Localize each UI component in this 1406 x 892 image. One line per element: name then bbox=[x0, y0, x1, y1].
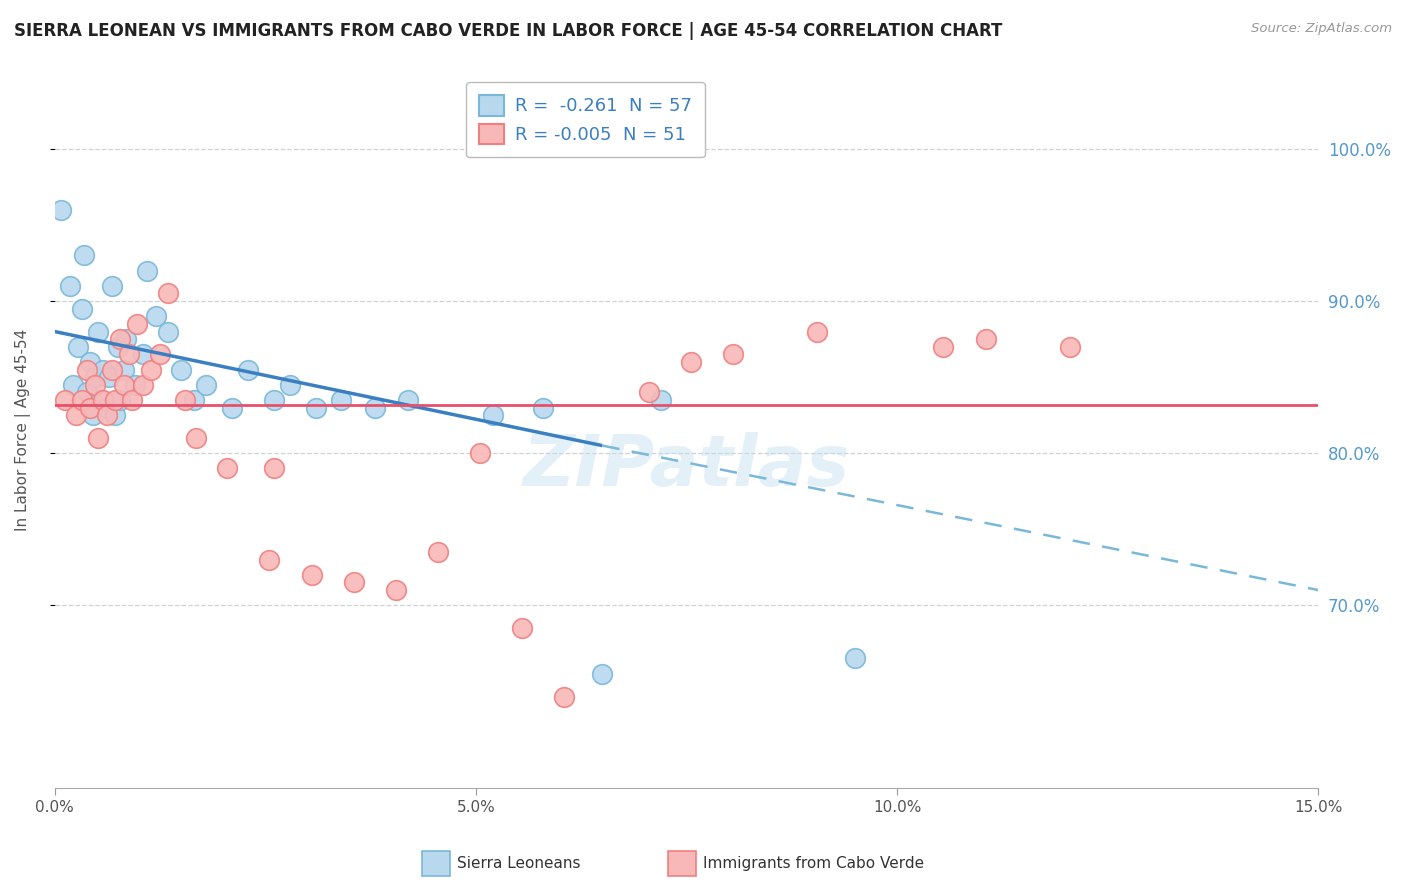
Point bbox=[174, 392, 197, 407]
Point bbox=[98, 370, 121, 384]
Point bbox=[118, 347, 141, 361]
Point bbox=[170, 362, 193, 376]
Text: ZIPatlas: ZIPatlas bbox=[523, 432, 851, 500]
Point bbox=[301, 567, 323, 582]
Point bbox=[385, 582, 408, 597]
Point bbox=[259, 552, 281, 566]
Point bbox=[110, 392, 132, 407]
Point bbox=[53, 392, 76, 407]
Point bbox=[76, 362, 98, 376]
Point bbox=[59, 279, 82, 293]
Point bbox=[84, 370, 107, 384]
Text: Sierra Leoneans: Sierra Leoneans bbox=[457, 856, 581, 871]
Point bbox=[110, 332, 132, 346]
Point bbox=[263, 392, 285, 407]
Point bbox=[51, 202, 73, 217]
Point bbox=[510, 621, 533, 635]
Point bbox=[426, 545, 449, 559]
Text: SIERRA LEONEAN VS IMMIGRANTS FROM CABO VERDE IN LABOR FORCE | AGE 45-54 CORRELAT: SIERRA LEONEAN VS IMMIGRANTS FROM CABO V… bbox=[14, 22, 1002, 40]
Point bbox=[90, 392, 112, 407]
Point bbox=[101, 362, 124, 376]
Point bbox=[157, 286, 180, 301]
Point bbox=[974, 332, 997, 346]
Point bbox=[1059, 340, 1081, 354]
Legend: R =  -0.261  N = 57, R = -0.005  N = 51: R = -0.261 N = 57, R = -0.005 N = 51 bbox=[467, 82, 704, 157]
Point bbox=[396, 392, 419, 407]
Text: Immigrants from Cabo Verde: Immigrants from Cabo Verde bbox=[703, 856, 924, 871]
Point bbox=[101, 279, 124, 293]
Point bbox=[157, 325, 180, 339]
Point bbox=[145, 310, 167, 324]
Point bbox=[136, 263, 159, 277]
Point bbox=[96, 401, 118, 415]
Point bbox=[124, 377, 146, 392]
Point bbox=[343, 575, 366, 590]
Point bbox=[637, 385, 659, 400]
Point bbox=[115, 332, 138, 346]
Point bbox=[531, 401, 554, 415]
Point bbox=[132, 377, 155, 392]
Point bbox=[217, 461, 239, 475]
Point bbox=[650, 392, 672, 407]
Point bbox=[721, 347, 744, 361]
Point bbox=[238, 362, 260, 376]
Point bbox=[104, 408, 127, 422]
Point bbox=[65, 408, 87, 422]
Point bbox=[93, 392, 115, 407]
Point bbox=[263, 461, 285, 475]
Point bbox=[932, 340, 955, 354]
Point bbox=[806, 325, 828, 339]
Point bbox=[364, 401, 387, 415]
Point bbox=[82, 408, 104, 422]
Text: Source: ZipAtlas.com: Source: ZipAtlas.com bbox=[1251, 22, 1392, 36]
Point bbox=[112, 377, 135, 392]
Point bbox=[93, 362, 115, 376]
Point bbox=[221, 401, 243, 415]
Point bbox=[79, 355, 101, 369]
Point bbox=[121, 392, 143, 407]
Point bbox=[468, 446, 491, 460]
Point bbox=[844, 651, 866, 665]
Point bbox=[96, 408, 118, 422]
Point bbox=[70, 301, 93, 316]
Point bbox=[330, 392, 353, 407]
Point bbox=[195, 377, 218, 392]
Point bbox=[112, 362, 135, 376]
Point bbox=[107, 340, 129, 354]
Point bbox=[76, 385, 98, 400]
Point bbox=[127, 317, 149, 331]
Point bbox=[79, 401, 101, 415]
Point bbox=[280, 377, 302, 392]
Point bbox=[186, 431, 208, 445]
Point bbox=[87, 325, 110, 339]
Point bbox=[132, 347, 155, 361]
Point bbox=[70, 392, 93, 407]
Point bbox=[183, 392, 205, 407]
Point bbox=[62, 377, 84, 392]
Point bbox=[149, 347, 172, 361]
Point bbox=[591, 666, 613, 681]
Point bbox=[67, 340, 90, 354]
Y-axis label: In Labor Force | Age 45-54: In Labor Force | Age 45-54 bbox=[15, 329, 31, 532]
Point bbox=[481, 408, 503, 422]
Point bbox=[104, 392, 127, 407]
Point bbox=[87, 431, 110, 445]
Point bbox=[73, 248, 96, 262]
Point bbox=[679, 355, 702, 369]
Point bbox=[84, 377, 107, 392]
Point bbox=[305, 401, 328, 415]
Point bbox=[141, 362, 163, 376]
Point bbox=[553, 690, 575, 704]
